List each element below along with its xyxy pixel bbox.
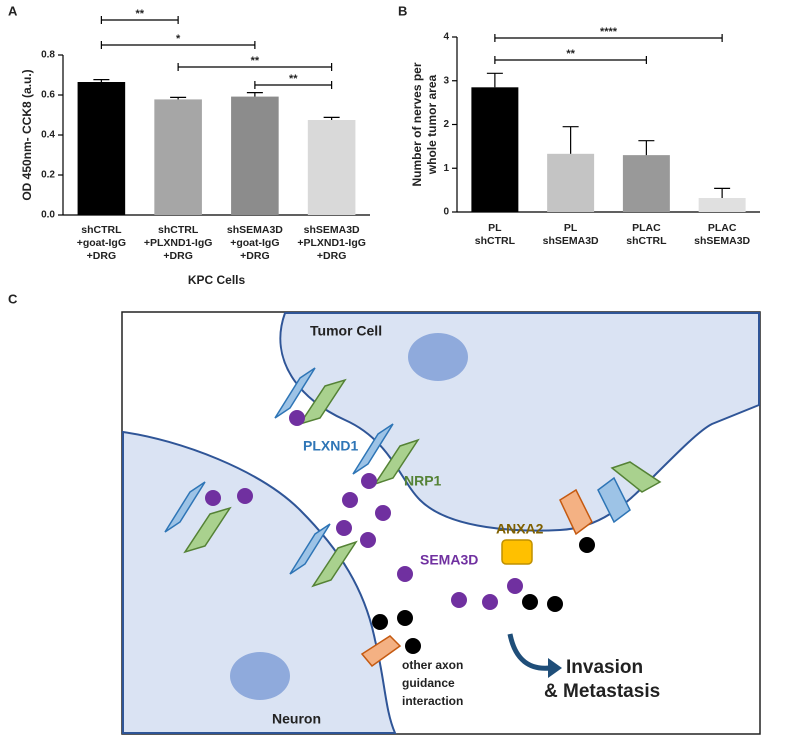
x-tick-label: shCTRL [81, 224, 122, 236]
y-axis-label: Number of nerves per [410, 62, 424, 186]
arrow-head [548, 658, 562, 678]
x-tick-label: shCTRL [475, 235, 516, 247]
sema3d-dots [205, 410, 523, 610]
label: SEMA3D [420, 552, 478, 568]
y-tick-label: 0.0 [41, 210, 55, 221]
plxnd1-receptor [164, 481, 206, 533]
label: guidance [402, 676, 455, 690]
bar [471, 87, 519, 212]
panel-label: A [8, 3, 18, 18]
y-axis-label: whole tumor area [425, 74, 439, 175]
y-tick-label: 1 [443, 163, 449, 174]
y-tick-label: 0.6 [41, 90, 55, 101]
bar [77, 82, 126, 215]
nrp1-receptor [610, 461, 662, 493]
label: NRP1 [404, 473, 442, 489]
y-axis-label: OD 450nm- CCK8 (a.u.) [20, 69, 34, 200]
other-dots [372, 537, 595, 654]
y-tick-label: 0.2 [41, 170, 55, 181]
plxnd1-receptor [597, 476, 631, 524]
nucleus [408, 333, 468, 381]
x-tick-label: PL [488, 222, 502, 234]
plxnd1-receptor [274, 367, 316, 419]
y-tick-label: 0 [443, 207, 449, 218]
bar [154, 99, 202, 215]
significance-label: ** [251, 55, 260, 67]
nrp1-receptor [311, 540, 358, 588]
label: Neuron [272, 711, 321, 727]
x-tick-label: PL [564, 222, 578, 234]
panel-label: C [8, 291, 18, 306]
nrp1-receptor [298, 378, 347, 426]
significance-label: * [176, 33, 181, 45]
x-tick-label: shCTRL [626, 235, 667, 247]
y-tick-label: 0.4 [41, 130, 55, 141]
arrow [507, 633, 551, 671]
x-tick-label: shSEMA3D [694, 235, 750, 247]
nrp1-receptor [373, 438, 420, 486]
x-tick-label: +PLXND1-IgG [297, 237, 366, 249]
bar [698, 198, 746, 212]
diagram: Tumor Cell Neuron PLXND1 NRP1 ANXA2 SEMA… [121, 311, 761, 735]
y-tick-label: 2 [443, 119, 449, 130]
significance-label: ** [135, 8, 144, 20]
anxa2-protein [501, 539, 533, 565]
label: other axon [402, 658, 463, 672]
label: & Metastasis [544, 681, 660, 702]
x-axis-label: KPC Cells [188, 273, 246, 287]
plxnd1-receptor [289, 523, 331, 575]
label: Invasion [566, 657, 643, 678]
x-tick-label: shSEMA3D [304, 224, 360, 236]
x-tick-label: PLAC [708, 222, 737, 234]
x-tick-label: +goat-IgG [230, 237, 279, 249]
x-tick-label: +goat-IgG [77, 237, 126, 249]
y-tick-label: 3 [443, 75, 449, 86]
receptors [164, 367, 662, 668]
bar [231, 96, 279, 215]
significance-label: ** [566, 48, 575, 60]
plxnd1-receptor [352, 423, 394, 475]
x-tick-label: +PLXND1-IgG [144, 237, 213, 249]
bar [307, 120, 356, 215]
nucleus [230, 652, 290, 700]
x-tick-label: shSEMA3D [227, 224, 283, 236]
x-tick-label: PLAC [632, 222, 661, 234]
label: Tumor Cell [310, 323, 382, 339]
x-tick-label: shSEMA3D [543, 235, 599, 247]
x-tick-label: +DRG [87, 250, 116, 262]
x-tick-label: +DRG [240, 250, 269, 262]
x-tick-label: shCTRL [158, 224, 199, 236]
label: PLXND1 [303, 438, 358, 454]
nrp1-receptor [183, 506, 232, 554]
label: interaction [402, 694, 463, 708]
x-tick-label: +DRG [317, 250, 346, 262]
significance-label: ** [289, 73, 298, 85]
bar [547, 153, 595, 212]
receptor [360, 635, 402, 668]
receptor [559, 488, 593, 536]
x-tick-label: +DRG [163, 250, 192, 262]
significance-label: **** [600, 26, 618, 38]
panel-label: B [398, 3, 407, 18]
y-tick-label: 0.8 [41, 50, 55, 61]
y-tick-label: 4 [443, 32, 449, 43]
bar [622, 155, 670, 212]
label: ANXA2 [496, 521, 544, 537]
